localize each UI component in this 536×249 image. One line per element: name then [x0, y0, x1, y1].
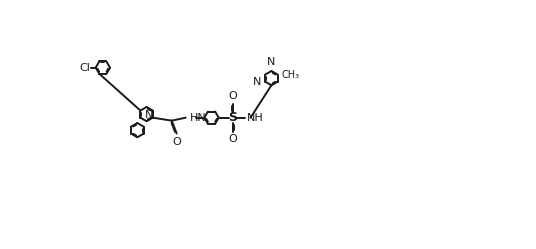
Text: N: N: [253, 77, 261, 87]
Text: CH₃: CH₃: [281, 69, 300, 80]
Text: O: O: [173, 137, 181, 147]
Text: N: N: [267, 57, 276, 67]
Text: Cl: Cl: [80, 63, 91, 73]
Text: HN: HN: [190, 113, 206, 123]
Text: S: S: [228, 111, 237, 124]
Text: NH: NH: [247, 113, 263, 123]
Text: N: N: [145, 110, 153, 120]
Text: O: O: [228, 91, 237, 101]
Text: O: O: [228, 134, 237, 144]
